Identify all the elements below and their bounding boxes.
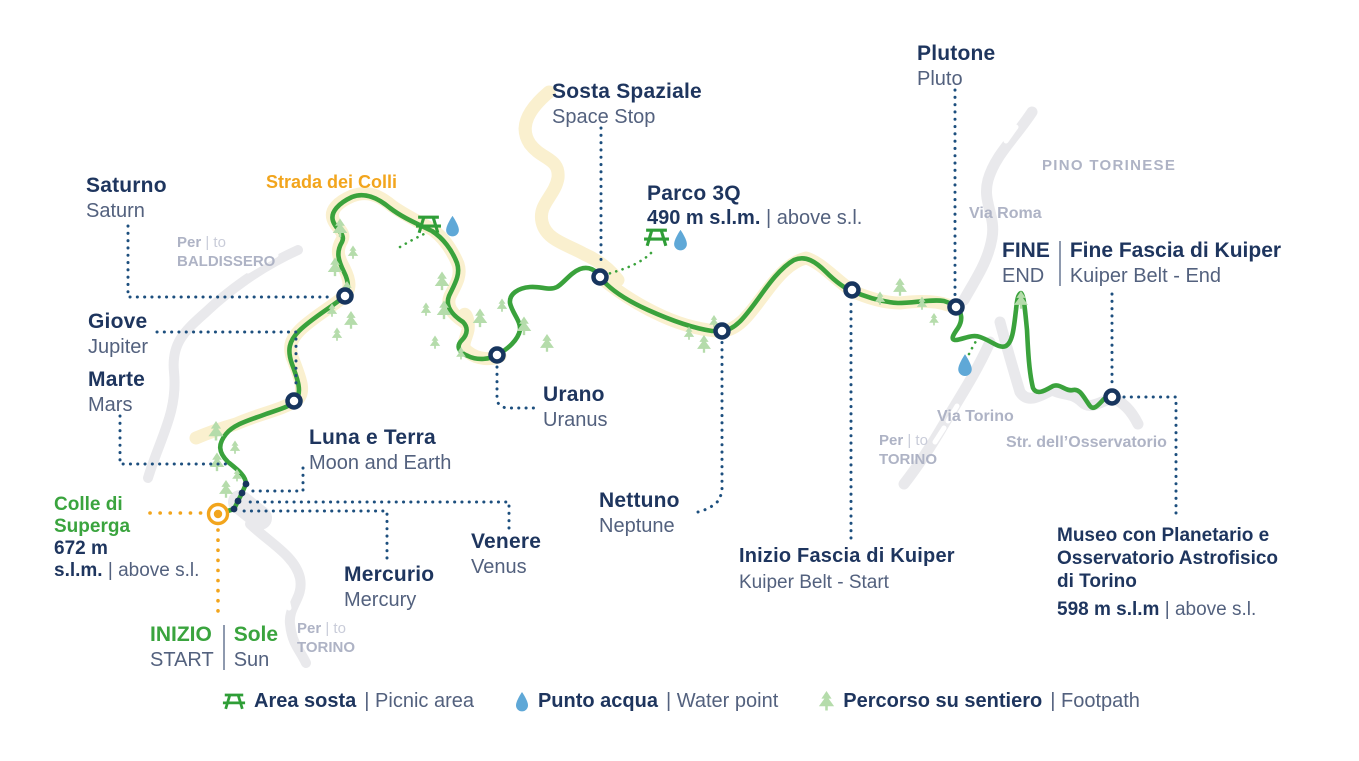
marker-venere [234,497,242,505]
tree-icon [331,327,343,341]
legend-item-water: Punto acqua | Water point [514,690,778,713]
tree-icon [818,691,835,713]
picnic-table-icon [643,228,670,248]
label-road-torino-east: Per | to TORINO [879,432,938,468]
tree-icon [929,313,939,326]
leader-marte [118,414,232,466]
leader-urano [495,365,540,410]
label-sosta-spaziale: Sosta Spaziale Space Stop [552,80,702,128]
connector-water-3 [964,336,980,362]
label-marte: Marte Mars [88,368,146,416]
marker-mercurio [230,505,238,513]
marker-saturno [336,287,354,305]
marker-fine-museo [1103,388,1121,406]
water-drop-icon [514,691,530,713]
road-start-patch [228,490,272,530]
label-inizio-sole: INIZIO START Sole Sun [150,623,279,671]
label-museo: Museo con Planetario e Osservatorio Astr… [1057,525,1279,620]
waypoint-markers [206,268,1121,526]
road-via-torino [898,336,996,490]
leader-mercurio [242,509,389,560]
picnic-table-icon [222,692,246,711]
legend-item-picnic: Area sosta | Picnic area [222,690,474,713]
label-parco-3q: Parco 3Q 490 m s.l.m. | above s.l. [647,182,863,229]
water-drop-icon [674,229,687,251]
label-mercurio: Mercurio Mercury [344,563,435,611]
label-saturno: Saturno Saturn [86,174,167,222]
leader-nettuno [696,340,724,514]
tree-icon [347,245,359,259]
label-str-osservatorio: Str. dell’Osservatorio [1006,434,1167,451]
connector-picnic-1 [398,231,428,249]
tree-icon [229,440,241,454]
marker-marte [242,480,250,488]
water-drop-icon [446,215,459,237]
road-via-roma [958,106,1038,306]
label-pino-torinese: PINO TORINESE [1042,157,1177,174]
legend-item-footpath: Percorso su sentiero | Footpath [818,690,1140,713]
marker-sosta-spaziale [591,268,609,286]
leader-giove [155,330,298,392]
label-giove: Giove Jupiter [88,310,149,358]
label-colle-di-superga: Colle di Superga 672 m s.l.m. | above s.… [54,494,200,581]
leader-luna-e-terra [250,466,305,493]
trail-path [215,192,1115,517]
water-drop-icon [958,354,972,376]
label-luna-e-terra: Luna e Terra Moon and Earth [309,426,452,474]
tree-icon [893,278,907,296]
road-per-torino-start [245,519,311,668]
legend: Area sosta | Picnic area Punto acqua | W… [222,690,1140,713]
tree-icon [496,298,508,312]
tree-icon [344,311,358,329]
label-road-torino-start: Per | to TORINO [297,620,356,656]
marker-urano [488,346,506,364]
leader-museo [1122,395,1178,520]
road-osservatorio [994,316,1144,430]
road-baldissero [143,245,303,483]
label-via-torino: Via Torino [937,408,1014,425]
label-venere: Venere Venus [471,530,542,578]
label-inizio-fascia-kuiper: Inizio Fascia di Kuiper Kuiper Belt - St… [739,545,955,593]
label-road-baldissero: Per | to BALDISSERO [177,234,276,270]
road-cream-east [593,251,955,338]
label-via-roma: Via Roma [969,205,1042,222]
tree-icon [434,271,450,291]
marker-start-sole-inner [213,509,223,519]
tree-icon [420,302,432,316]
label-fine-kuiper: FINE END Fine Fascia di Kuiper Kuiper Be… [1002,239,1282,287]
leader-venere [246,500,511,530]
tree-icon [429,335,441,349]
marker-giove [285,392,303,410]
marker-luna-e-terra [238,489,246,497]
tree-icon [697,335,711,353]
marker-inizio-fascia-kuiper [843,281,861,299]
label-strada-dei-colli: Strada dei Colli [266,172,398,192]
label-plutone: Plutone Pluto [917,42,996,90]
label-urano: Urano Uranus [543,383,608,431]
label-nettuno: Nettuno Neptune [599,489,680,537]
tree-icon [540,334,554,352]
road-cream-upper [518,85,625,287]
marker-nettuno [713,322,731,340]
road-dashes [245,124,1019,611]
marker-plutone [947,298,965,316]
